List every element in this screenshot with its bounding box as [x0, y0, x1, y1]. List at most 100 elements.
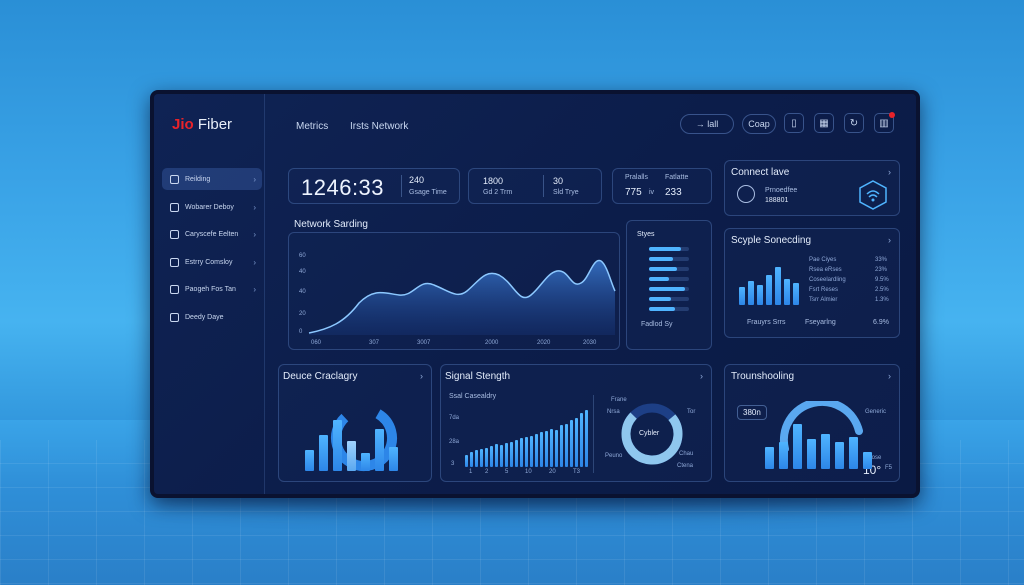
scyple-row-label: Coseelardling	[809, 277, 846, 283]
trouble-card[interactable]: Trounshooling › 380n Generic Loose 10° F…	[724, 364, 900, 482]
sidebar-item-caryscefe[interactable]: Caryscefe Eelten ›	[162, 223, 262, 245]
toolbar-left-button[interactable]: → lall	[680, 114, 734, 134]
x-tick: 3007	[417, 340, 431, 346]
network-area	[309, 260, 615, 335]
people-icon	[170, 312, 179, 322]
connect-card[interactable]: Connect lave › Prnoedfee 188801	[724, 160, 900, 216]
x-tick: 060	[311, 340, 322, 346]
chevron-right-icon: ›	[253, 174, 256, 184]
network-line	[308, 259, 616, 334]
user-avatar-icon	[737, 185, 755, 203]
scyple-title: Scyple Sonecding	[731, 235, 812, 246]
styes-bar	[649, 267, 677, 271]
toolbar-right-button[interactable]: Coap	[742, 114, 776, 134]
network-chart-card[interactable]: 60 40 40 20 0 060 307 3007 2000 2020 203…	[288, 232, 620, 350]
lock-icon	[170, 229, 179, 239]
panel-icon[interactable]: ▯	[784, 113, 804, 133]
chevron-right-icon: ›	[253, 229, 256, 239]
stat-s2-value: 1800	[483, 176, 504, 186]
signal-bar	[515, 440, 518, 467]
stat-card-2[interactable]: 1800 Gd 2 Trm 30 Sld Trye	[468, 168, 602, 204]
sidebar-item-label: Deedy Daye	[185, 313, 224, 321]
chevron-right-icon: ›	[700, 371, 703, 381]
topnav-network[interactable]: Irsts Network	[350, 121, 409, 132]
network-area-chart	[308, 259, 616, 335]
signal-bar	[505, 443, 508, 467]
chevron-right-icon: ›	[253, 284, 256, 294]
grid-icon[interactable]: ▦	[814, 113, 834, 133]
styes-track	[649, 277, 689, 281]
brand-jio: Jio	[172, 116, 194, 133]
scyple-card[interactable]: Scyple Sonecding › Frauyrs Srrs Fseyarln…	[724, 228, 900, 338]
signal-donut	[621, 403, 683, 465]
signal-bar	[500, 445, 503, 467]
y-tick: 40	[299, 289, 306, 295]
scyple-bar	[766, 275, 772, 305]
styes-bar	[649, 287, 685, 291]
trouble-side-label2: Loose	[865, 455, 882, 461]
network-title: Network Sarding	[294, 219, 368, 230]
signal-bar	[575, 417, 578, 467]
dashboard: Jio Fiber Metrics Irsts Network → lall C…	[154, 94, 916, 494]
styes-footer: Fadlod Sy	[641, 321, 673, 328]
sidebar-item-estrry[interactable]: Estrry Comsloy ›	[162, 251, 262, 273]
scyple-row-label: Pae Ciyes	[809, 257, 837, 263]
stat-card-clock[interactable]: 1246:33 240 Gsage Time	[288, 168, 460, 204]
signal-bar	[585, 410, 588, 467]
scyple-row-label: Fsrt Reses	[809, 287, 839, 293]
device-card[interactable]: Deuce Craclagry ›	[278, 364, 432, 482]
stat-s2-label: Gd 2 Trm	[483, 189, 513, 196]
notification-dot	[889, 112, 895, 118]
refresh-icon[interactable]: ↻	[844, 113, 864, 133]
x-tick: T3	[573, 469, 581, 475]
signal-bar	[495, 444, 498, 467]
stat-s4-unit: iv	[649, 189, 655, 196]
chevron-right-icon: ›	[888, 235, 891, 245]
stat-s1-label: Gsage Time	[409, 189, 447, 196]
trouble-bar	[863, 451, 872, 469]
chevron-right-icon: ›	[253, 257, 256, 267]
signal-bar	[470, 452, 473, 467]
trouble-big-unit: F5	[885, 465, 893, 471]
scyple-bar	[739, 287, 745, 305]
signal-bar	[525, 437, 528, 467]
signal-bar	[550, 428, 553, 467]
stat-s3-value: 30	[553, 176, 564, 186]
stat-card-3[interactable]: Pralalls Fatlatte 775 iv 233	[612, 168, 712, 204]
device-bar	[305, 450, 314, 471]
trouble-bar	[849, 436, 858, 469]
x-tick: 2000	[485, 340, 499, 346]
sidebar-item-paogeh[interactable]: Paogeh Fos Tan ›	[162, 278, 262, 300]
signal-bar	[565, 423, 568, 467]
styes-card[interactable]: Styes Fadlod Sy	[626, 220, 712, 350]
scyple-bar	[784, 279, 790, 305]
sidebar-item-deedy[interactable]: Deedy Daye	[162, 306, 262, 328]
user-icon	[170, 202, 179, 212]
donut-label: Ctena	[677, 463, 694, 469]
device-title: Deuce Craclagry	[283, 371, 358, 382]
sidebar-item-label: Reilding	[185, 175, 211, 183]
signal-bar	[465, 455, 468, 467]
signal-bar	[540, 432, 543, 467]
sidebar-item-label: Paogeh Fos Tan	[185, 285, 236, 293]
trouble-side-label: Generic	[865, 409, 887, 415]
signal-card[interactable]: Signal Stength › Ssal Casealdry 7da 28a …	[440, 364, 712, 482]
sidebar-item-reilding[interactable]: Reilding ›	[162, 168, 262, 190]
scyple-bar	[775, 267, 781, 305]
device-bar	[319, 435, 328, 471]
y-tick: 20	[299, 311, 306, 317]
brand-logo[interactable]: Jio Fiber	[172, 116, 232, 133]
stat-divider	[543, 175, 544, 197]
scyple-row-value: 23%	[875, 267, 888, 273]
sidebar-item-label: Caryscefe Eelten	[185, 230, 239, 238]
y-tick: 40	[299, 269, 306, 275]
notification-icon[interactable]: ▥	[874, 112, 895, 133]
signal-title: Signal Stength	[445, 371, 511, 382]
sidebar-item-wobarer[interactable]: Wobarer Deboy ›	[162, 196, 262, 218]
topnav-metrics[interactable]: Metrics	[296, 121, 329, 132]
y-tick: 7da	[449, 415, 460, 421]
sidebar-item-label: Estrry Comsloy	[185, 258, 233, 266]
wifi-hex-icon	[859, 180, 887, 210]
device-bar	[389, 447, 398, 471]
device-bar	[347, 441, 356, 471]
